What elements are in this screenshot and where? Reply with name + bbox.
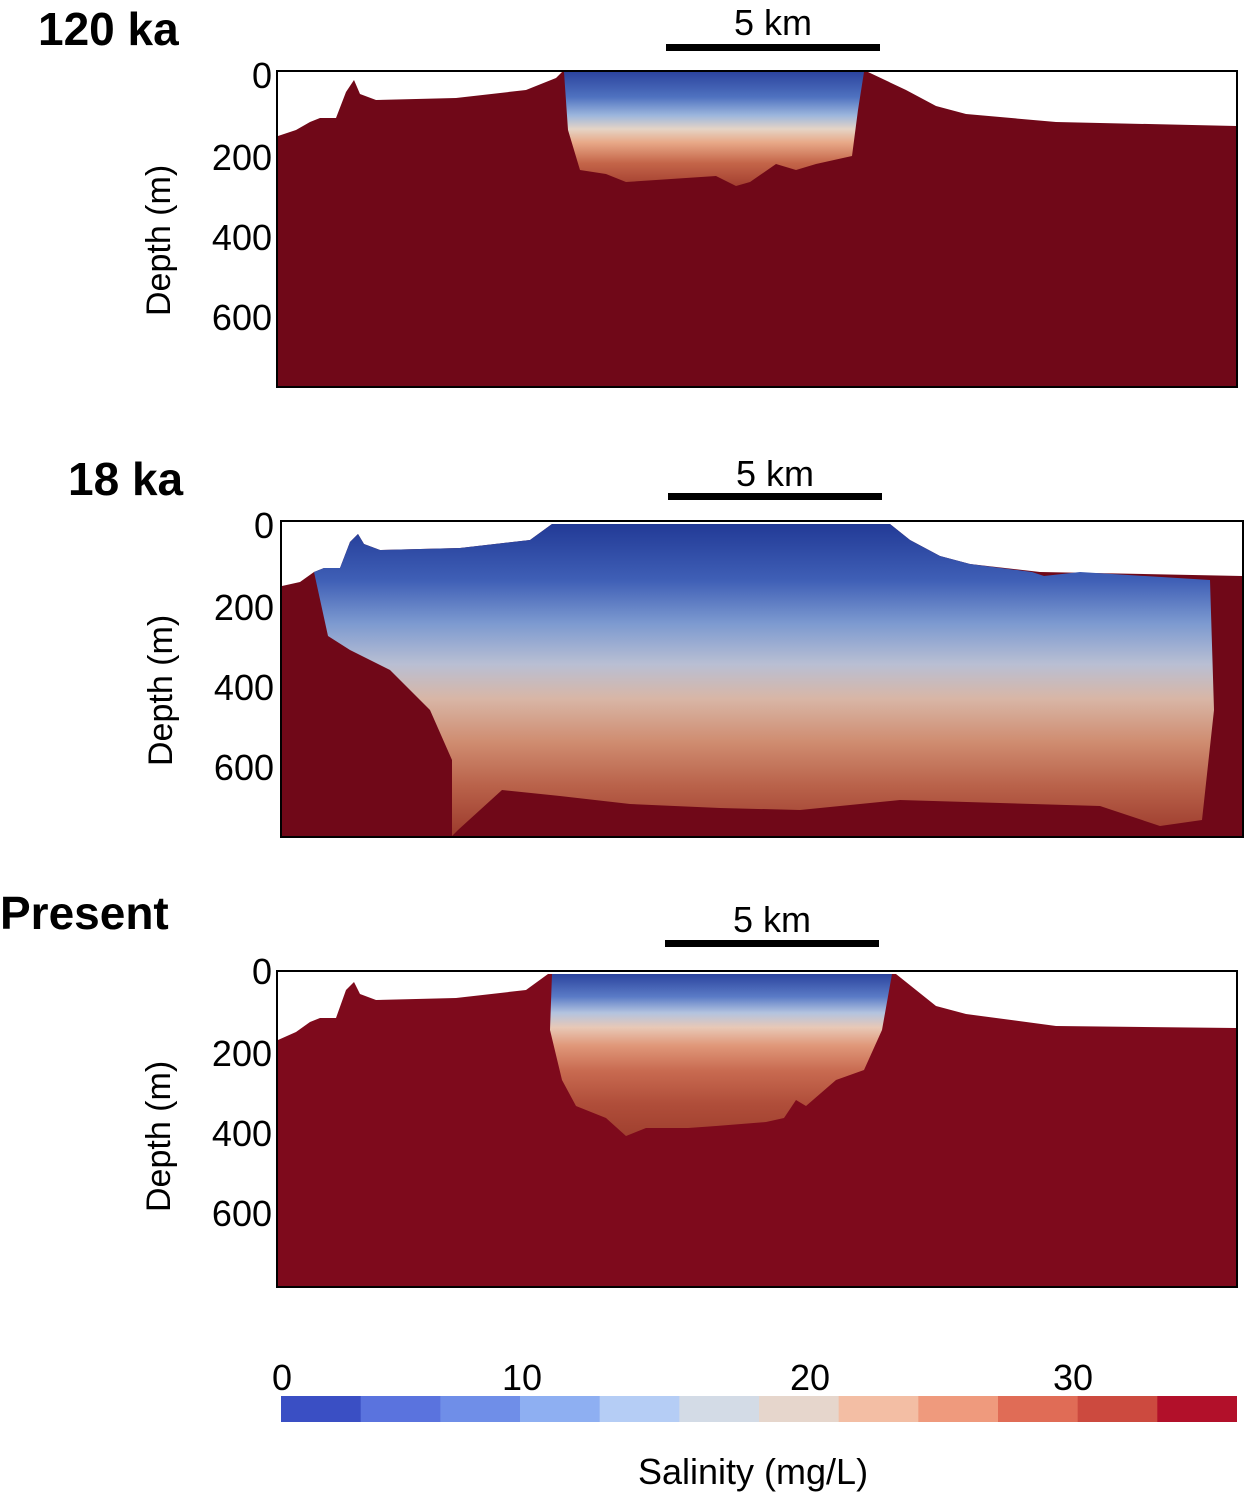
y-tick-label: 600 — [211, 1193, 272, 1234]
scale-bar — [665, 940, 879, 947]
scale-bar — [668, 493, 882, 500]
y-tick-label: 200 — [211, 1033, 272, 1074]
colorbar-swatches — [281, 1396, 1237, 1422]
colorbar-tick-label: 10 — [501, 1357, 543, 1398]
y-tick-label: 0 — [251, 951, 272, 992]
cross-section-plot — [276, 970, 1238, 1288]
y-tick-label: 600 — [213, 747, 274, 788]
colorbar-swatch — [281, 1396, 362, 1422]
scale-bar-label: 5 km — [733, 2, 812, 43]
y-tick-label: 0 — [253, 505, 274, 546]
scale-bar — [666, 44, 880, 51]
panel-title: 18 ka — [68, 453, 184, 505]
y-tick-label: 0 — [251, 55, 272, 96]
colorbar-swatch — [759, 1396, 840, 1422]
freshwater-lens — [550, 974, 892, 1136]
scale-bar-label: 5 km — [735, 453, 814, 494]
colorbar-swatch — [360, 1396, 441, 1422]
saline-aquifer — [278, 72, 1236, 386]
colorbar-swatch — [838, 1396, 919, 1422]
panel-120ka: 120 ka 5 km Depth (m) 0 200 400 600 — [0, 0, 1248, 430]
y-tick-label: 400 — [211, 1113, 272, 1154]
colorbar-tick-label: 20 — [789, 1357, 831, 1398]
colorbar-swatch — [599, 1396, 680, 1422]
panel-present: Present 5 km Depth (m) 0 200 400 600 — [0, 890, 1248, 1326]
cross-section-plot — [276, 70, 1238, 388]
colorbar-swatch — [918, 1396, 999, 1422]
y-axis-label: Depth (m) — [140, 1060, 178, 1212]
y-axis-label: Depth (m) — [142, 614, 180, 766]
y-tick-label: 200 — [211, 137, 272, 178]
y-axis-label: Depth (m) — [140, 164, 178, 316]
colorbar-swatch — [520, 1396, 601, 1422]
scale-bar-label: 5 km — [732, 899, 811, 940]
panel-18ka: 18 ka 5 km Depth (m) 0 200 400 600 — [0, 450, 1248, 880]
freshwater-lens — [564, 72, 864, 186]
colorbar-swatch — [998, 1396, 1079, 1422]
y-tick-label: 600 — [211, 297, 272, 338]
colorbar-swatch — [440, 1396, 521, 1422]
panel-title: Present — [0, 887, 169, 939]
y-tick-label: 200 — [213, 587, 274, 628]
colorbar-tick-label: 0 — [271, 1357, 293, 1398]
panel-title: 120 ka — [38, 3, 179, 55]
colorbar-swatch — [1077, 1396, 1158, 1422]
colorbar-swatch — [679, 1396, 760, 1422]
colorbar-tick-label: 30 — [1052, 1357, 1094, 1398]
colorbar-title: Salinity (mg/L) — [638, 1451, 869, 1492]
colorbar-swatch — [1157, 1396, 1237, 1422]
y-tick-label: 400 — [211, 217, 272, 258]
colorbar: 0 10 20 30 Salinity (mg/L) — [0, 1350, 1248, 1494]
cross-section-plot — [280, 520, 1244, 838]
freshwater-plume — [314, 524, 1214, 836]
y-tick-label: 400 — [213, 667, 274, 708]
saline-aquifer — [278, 974, 1236, 1286]
